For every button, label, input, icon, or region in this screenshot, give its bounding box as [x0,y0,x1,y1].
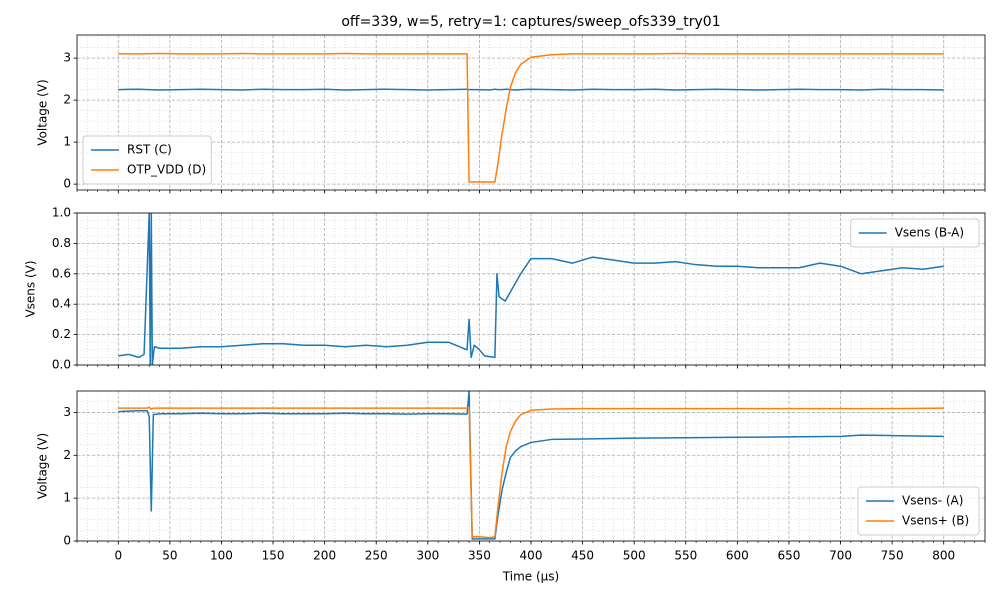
legend-label: Vsens- (A) [902,494,963,508]
axes-frame [76,34,986,191]
x-tick-label: 50 [162,549,177,563]
y-tick-label: 1 [63,135,71,149]
legend-label: OTP_VDD (D) [127,163,206,177]
y-tick-label: 1.0 [52,206,71,220]
legend-box [850,218,980,248]
series-line [118,213,944,365]
y-axis-label: Vsens (V) [24,260,38,317]
x-tick-label: 250 [365,549,388,563]
x-tick-label: 0 [114,549,122,563]
y-tick-label: 2 [63,93,71,107]
series-line [118,406,944,539]
x-tick-label: 350 [468,549,491,563]
axes-frame [76,390,986,542]
y-tick-label: 1 [63,491,71,505]
x-tick-label: 650 [778,549,801,563]
legend-box [82,135,212,185]
y-axis-label: Voltage (V) [36,79,50,145]
x-tick-label: 450 [571,549,594,563]
legend-label: Vsens (B-A) [895,226,964,240]
subplot: 0 50 100 150 200 250 300 350 400 450 500 550 600 650 7… [36,390,986,584]
y-axis-label: Voltage (V) [36,433,50,499]
legend-box [857,486,980,536]
y-tick-label: 0.4 [52,297,71,311]
x-tick-label: 700 [829,549,852,563]
legend-label: Vsens+ (B) [902,514,969,528]
y-tick-label: 0.8 [52,236,71,250]
legend: RST (C) OTP_VDD (D) [82,135,212,185]
axes-frame [76,212,986,366]
x-tick-label: 100 [210,549,233,563]
series-line [118,391,944,540]
x-tick-label: 500 [623,549,646,563]
y-tick-label: 0 [63,534,71,548]
x-tick-label: 300 [416,549,439,563]
x-axis-label: Time (µs) [502,570,559,584]
y-tick-label: 3 [63,51,71,65]
y-tick-label: 0 [63,177,71,191]
legend: Vsens (B-A) [850,218,980,248]
x-tick-label: 150 [262,549,285,563]
y-tick-label: 0.6 [52,266,71,280]
legend: Vsens- (A) Vsens+ (B) [857,486,980,536]
y-tick-label: 0.0 [52,358,71,372]
x-tick-label: 750 [881,549,904,563]
x-tick-label: 600 [726,549,749,563]
x-tick-label: 400 [520,549,543,563]
subplot: 0 1 2 3 off=339, w=5, retry=1: captures/swee… [36,14,986,194]
x-tick-label: 550 [674,549,697,563]
chart-title: off=339, w=5, retry=1: captures/sweep_of… [341,14,720,30]
legend-label: RST (C) [127,143,172,157]
y-tick-label: 2 [63,448,71,462]
y-tick-label: 0.2 [52,327,71,341]
series-line [118,88,944,91]
y-tick-label: 3 [63,405,71,419]
x-tick-label: 800 [932,549,955,563]
subplot: 0.0 0.2 0.4 0.6 0.8 1.0 Vsens (V) Vsens (B-A) [24,206,986,372]
x-tick-label: 200 [313,549,336,563]
series-line [118,52,944,183]
